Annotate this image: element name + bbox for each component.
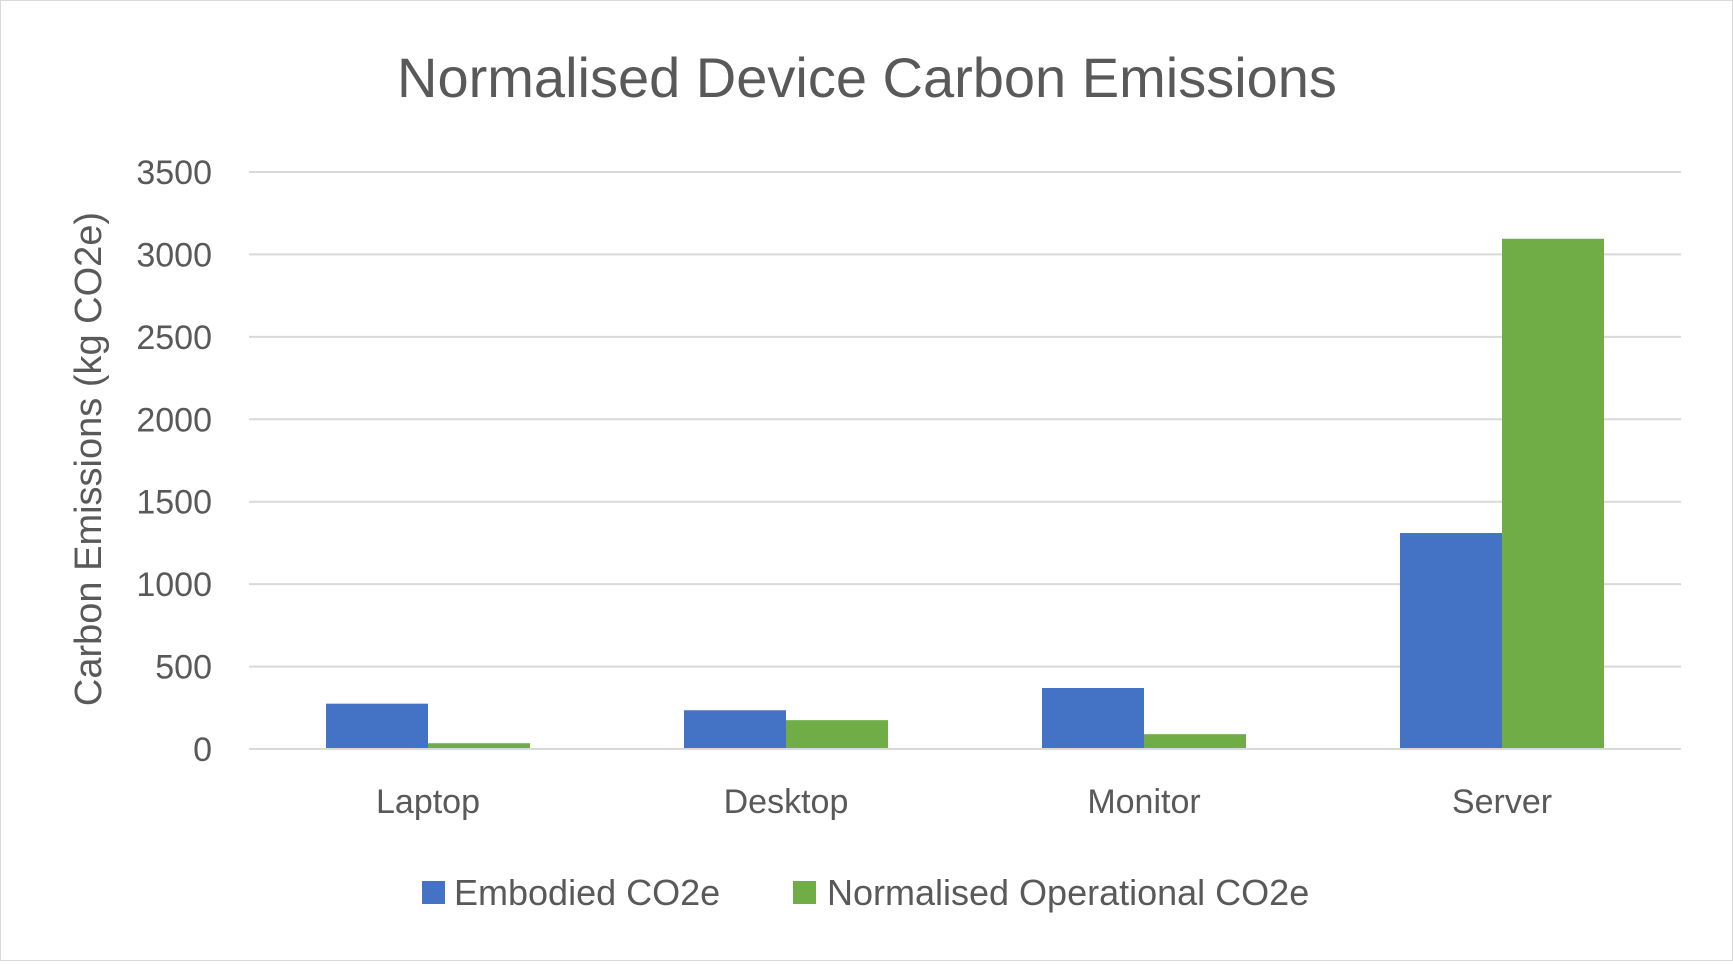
gridlines [249,171,1681,668]
bar-server-embodied [1400,533,1502,749]
x-axis-labels: Laptop Desktop Monitor Server [376,783,1552,821]
bar-laptop-embodied [326,703,428,749]
legend-label: Embodied CO2e [454,872,720,913]
y-tick-label: 0 [193,731,212,769]
y-tick-label: 1000 [136,566,212,604]
y-tick-label: 500 [155,649,212,687]
x-category-label: Desktop [724,783,849,821]
bar-desktop-embodied [684,710,786,749]
bar-monitor-embodied [1042,688,1144,749]
x-category-label: Laptop [376,783,480,821]
y-tick-label: 3000 [136,236,212,274]
bars [326,238,1604,749]
y-tick-label: 1500 [136,484,212,522]
legend-swatch [422,881,445,904]
y-tick-label: 3500 [136,154,212,192]
legend-swatch [793,881,816,904]
y-axis-title: Carbon Emissions (kg CO2e) [68,212,110,706]
bar-desktop-operational [786,720,888,749]
bar-monitor-operational [1144,734,1246,749]
y-tick-label: 2000 [136,401,212,439]
y-axis-ticks: 0 500 1000 1500 2000 2500 3000 3500 [136,154,212,769]
y-tick-label: 2500 [136,319,212,357]
x-category-label: Server [1452,783,1552,821]
bar-server-operational [1502,238,1604,749]
legend-label: Normalised Operational CO2e [827,872,1309,913]
bar-laptop-operational [428,743,530,749]
x-category-label: Monitor [1087,783,1200,821]
chart-title: Normalised Device Carbon Emissions [397,46,1337,109]
legend: Embodied CO2e Normalised Operational CO2e [422,872,1309,913]
